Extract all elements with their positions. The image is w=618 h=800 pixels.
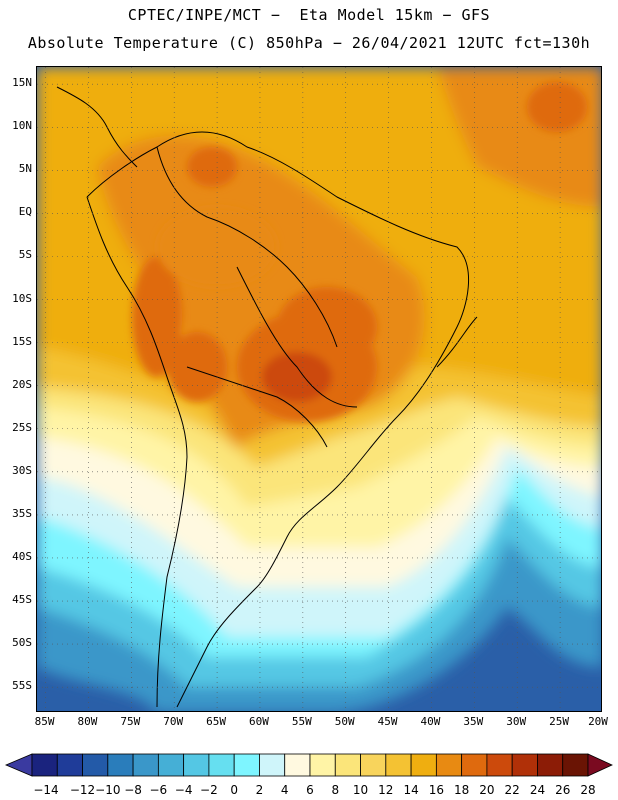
colorbar-tick-label: 14	[403, 783, 419, 797]
lat-label: 55S	[12, 679, 32, 693]
colorbar-cell	[183, 753, 210, 777]
colorbar-cell	[410, 753, 437, 777]
colorbar-cell	[132, 753, 159, 777]
colorbar-tick-label: 2	[255, 783, 264, 797]
lon-label: 80W	[77, 715, 98, 728]
colorbar-cell	[31, 753, 58, 777]
colorbar-tick-label: −2	[200, 783, 218, 797]
colorbar-tick-label: −4	[174, 783, 193, 797]
lat-label: 5N	[18, 162, 32, 176]
lat-label: 50S	[12, 636, 32, 650]
coastlines	[56, 86, 478, 708]
colorbar-tick-label: 6	[306, 783, 314, 797]
lon-label: 30W	[506, 715, 527, 728]
colorbar-tick-label: −14	[33, 783, 59, 797]
lon-label: 45W	[377, 715, 398, 728]
colorbar-tick-label: 24	[529, 783, 546, 797]
colorbar-cell	[486, 753, 513, 777]
map-title: CPTEC/INPE/MCT − Eta Model 15km − GFS	[127, 6, 491, 24]
colorbar-cell	[82, 753, 109, 777]
lat-label: 20S	[12, 377, 32, 391]
lat-label: 30S	[12, 463, 32, 477]
colorbar-over-arrow	[587, 753, 613, 777]
lon-label: 20W	[588, 715, 608, 728]
colorbar-tick-label: 8	[331, 783, 340, 797]
colorbar-cell	[562, 753, 589, 777]
colorbar-cell	[435, 753, 463, 777]
colorbar-tick-label: 10	[352, 783, 369, 797]
temperature-map	[36, 66, 602, 712]
colorbar-cell	[208, 753, 235, 777]
colorbar-cell	[56, 753, 83, 777]
lat-label: 45S	[12, 593, 32, 607]
lat-label: 15S	[12, 334, 32, 348]
map-subtitle: Absolute Temperature (C) 850hPa − 26/04/…	[27, 34, 591, 52]
colorbar-cell	[157, 753, 185, 777]
colorbar-cell	[334, 753, 361, 777]
lon-label: 85W	[34, 715, 55, 728]
lat-label: 15N	[12, 76, 32, 90]
colorbar-tick-label: 12	[378, 783, 394, 797]
colorbar	[4, 753, 613, 777]
colorbar-cell	[309, 753, 336, 777]
colorbar-cell	[511, 753, 538, 777]
lon-label: 25W	[549, 715, 570, 728]
map-canvas	[37, 67, 601, 711]
colorbar-tick-label: −8	[124, 783, 142, 797]
hot-spots	[132, 82, 587, 422]
colorbar-tick-label: −6	[149, 783, 168, 797]
colorbar-tick-label: 22	[504, 783, 520, 797]
lat-label: 10S	[12, 291, 32, 305]
colorbar-tick-label: 4	[280, 783, 289, 797]
colorbar-tick-label: 26	[555, 783, 571, 797]
colorbar-cell	[259, 753, 286, 777]
colorbar-tick-label: 20	[479, 783, 495, 797]
colorbar-tick-label: 16	[428, 783, 444, 797]
colorbar-cell	[360, 753, 387, 777]
lat-label: 35S	[12, 506, 32, 520]
colorbar-cell	[107, 753, 134, 777]
lon-label: 60W	[249, 715, 269, 728]
lat-label: EQ	[18, 205, 32, 219]
colorbar-tick-label: 28	[580, 783, 596, 797]
colorbar-tick-label: −10	[95, 783, 121, 797]
colorbar-under-arrow	[4, 753, 33, 777]
lat-label: 25S	[12, 420, 32, 434]
colorbar-tick-label: 0	[230, 783, 238, 797]
colorbar-tick-label: −12	[69, 783, 96, 797]
lon-label: 35W	[463, 715, 484, 728]
lat-label: 10N	[12, 119, 32, 133]
lon-label: 65W	[206, 715, 227, 728]
lat-label: 5S	[18, 248, 32, 262]
colorbar-cell	[385, 753, 412, 777]
lon-label: 40W	[420, 715, 441, 728]
lon-label: 50W	[334, 715, 355, 728]
lat-label: 40S	[12, 549, 32, 563]
lon-label: 55W	[291, 715, 312, 728]
lon-label: 75W	[120, 715, 141, 728]
colorbar-cell	[284, 753, 311, 777]
colorbar-cell	[461, 753, 488, 777]
colorbar-cell	[537, 753, 564, 777]
colorbar-cell	[233, 753, 260, 777]
lon-label: 70W	[163, 715, 184, 728]
colorbar-tick-label: 18	[453, 783, 470, 797]
